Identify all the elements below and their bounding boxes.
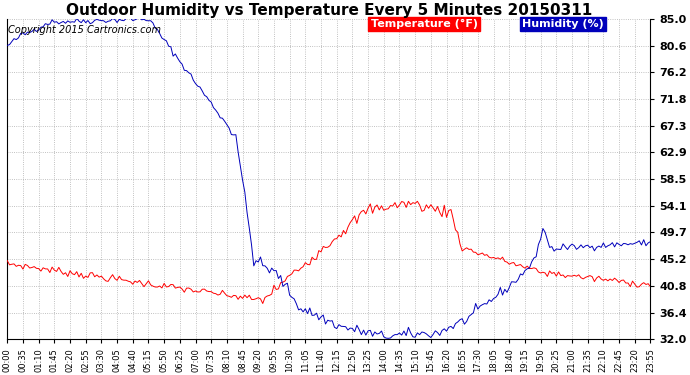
Text: Copyright 2015 Cartronics.com: Copyright 2015 Cartronics.com [8,26,161,35]
Text: Temperature (°F): Temperature (°F) [371,19,477,29]
Text: Humidity (%): Humidity (%) [522,19,604,29]
Title: Outdoor Humidity vs Temperature Every 5 Minutes 20150311: Outdoor Humidity vs Temperature Every 5 … [66,3,592,18]
